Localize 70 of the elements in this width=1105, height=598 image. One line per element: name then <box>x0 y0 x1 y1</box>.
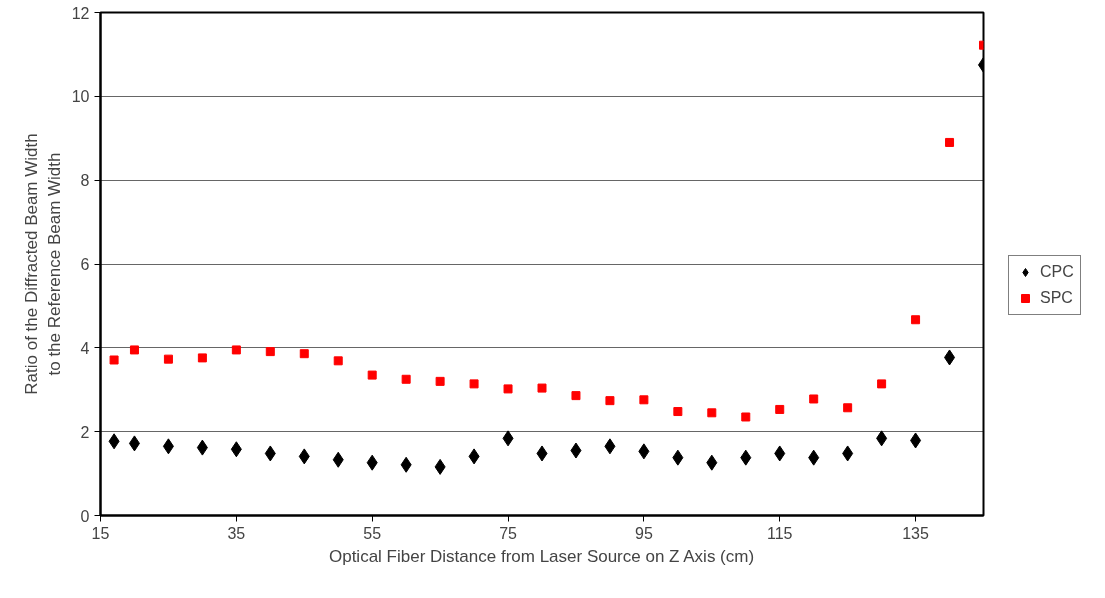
point <box>672 449 684 466</box>
point <box>503 384 513 394</box>
point <box>571 391 581 401</box>
point <box>740 449 752 466</box>
point <box>434 458 446 475</box>
point <box>231 345 241 355</box>
point <box>333 356 343 366</box>
y-tick-label: 8 <box>80 172 90 190</box>
point <box>604 438 616 455</box>
point <box>230 441 242 458</box>
point <box>196 439 208 456</box>
point <box>197 353 207 363</box>
point <box>639 395 649 405</box>
y-tick-label: 2 <box>80 423 90 441</box>
point <box>945 137 955 147</box>
point <box>944 349 956 366</box>
point <box>910 432 922 449</box>
point <box>707 408 717 418</box>
point <box>536 445 548 462</box>
point <box>808 449 820 466</box>
point <box>366 454 378 471</box>
point <box>162 438 174 455</box>
point <box>468 448 480 465</box>
x-tick-label: 55 <box>363 524 382 542</box>
y-axis-title: Ratio of the Diffracted Beam Width to the Reference Beam Width <box>21 133 64 395</box>
x-tick-label: 35 <box>227 524 246 542</box>
point <box>332 451 344 468</box>
point <box>163 354 173 364</box>
x-tick-label: 15 <box>91 524 110 542</box>
y-tick-label: 10 <box>71 88 90 106</box>
x-tick-label: 95 <box>634 524 653 542</box>
point <box>877 379 887 389</box>
legend-label: SPC <box>1040 289 1073 307</box>
point <box>128 435 140 452</box>
point <box>774 445 786 462</box>
point <box>265 347 275 357</box>
point <box>109 355 119 365</box>
x-tick-label: 115 <box>766 524 793 542</box>
point <box>673 407 683 417</box>
y-tick-label: 6 <box>80 256 90 273</box>
point <box>843 403 853 413</box>
point <box>298 448 310 465</box>
point <box>775 404 785 414</box>
legend-label: CPC <box>1040 263 1074 281</box>
point <box>435 376 445 386</box>
point <box>367 370 377 380</box>
y-tick-label: 12 <box>71 4 90 22</box>
point <box>605 396 615 406</box>
point <box>876 430 888 447</box>
point <box>502 430 514 447</box>
point <box>401 374 411 384</box>
point <box>469 379 479 389</box>
x-axis-title: Optical Fiber Distance from Laser Source on Z Axis (cm) <box>328 546 755 566</box>
y-tick-label: 4 <box>80 339 90 357</box>
point <box>570 442 582 459</box>
y-tick-label: 0 <box>80 507 90 525</box>
point <box>108 433 120 450</box>
point <box>537 383 547 393</box>
point <box>129 345 139 355</box>
point <box>842 445 854 462</box>
point <box>911 315 921 325</box>
point <box>264 445 276 462</box>
point <box>706 454 718 471</box>
point <box>809 394 819 404</box>
point <box>299 349 309 359</box>
point <box>638 443 650 460</box>
point <box>400 456 412 473</box>
x-tick-label: 135 <box>902 524 930 542</box>
x-tick-label: 75 <box>499 524 518 542</box>
point <box>741 412 751 422</box>
